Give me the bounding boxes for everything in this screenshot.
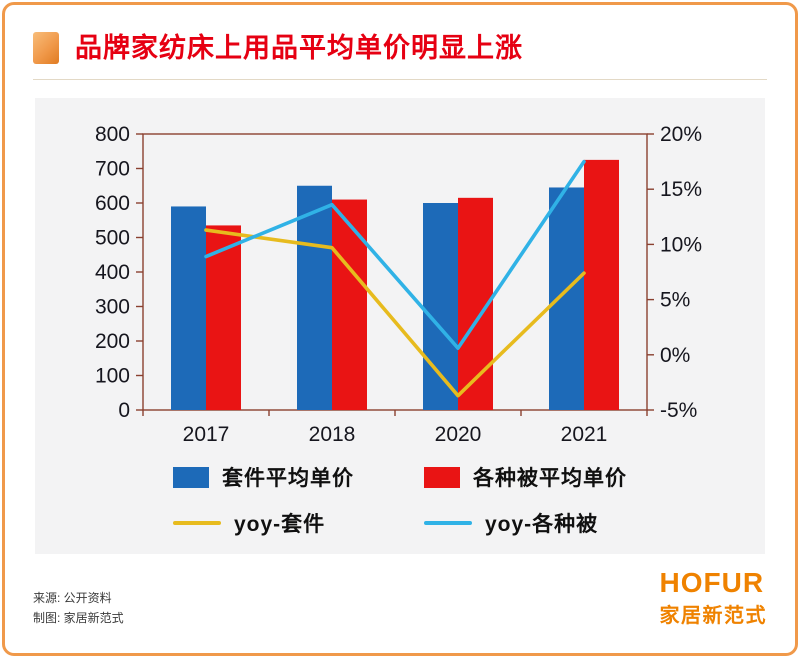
svg-text:5%: 5%	[660, 289, 690, 312]
page-title: 品牌家纺床上用品平均单价明显上涨	[75, 33, 523, 63]
svg-text:2021: 2021	[561, 423, 608, 446]
hofur-logo-text: HOFUR	[659, 567, 765, 598]
legend-swatch-yellow-line	[173, 521, 221, 525]
svg-text:100: 100	[95, 365, 130, 388]
svg-text:600: 600	[95, 192, 130, 215]
hofur-logo-subtext: 家居新范式	[659, 605, 767, 628]
svg-text:200: 200	[95, 330, 130, 353]
footer-source-block: 来源: 公开资料 制图: 家居新范式	[33, 589, 124, 629]
combo-chart: 0 100 200 300 400 500 600 700 800 -5% 0% 5% 10% 15% 20…	[95, 123, 702, 446]
svg-text:300: 300	[95, 296, 130, 319]
svg-text:15%: 15%	[660, 178, 702, 201]
legend-swatch-cyan-line	[424, 521, 472, 525]
footer: 来源: 公开资料 制图: 家居新范式 HOFUR 家居新范式	[5, 554, 795, 628]
legend-swatch-blue-bar	[173, 466, 209, 488]
credit-line: 制图: 家居新范式	[33, 610, 124, 625]
header-divider	[33, 79, 767, 80]
svg-text:400: 400	[95, 261, 130, 284]
source-line: 来源: 公开资料	[33, 590, 112, 605]
legend-label-bar-suite: 套件平均单价	[222, 467, 354, 490]
legend-item-bar-suite: 套件平均单价	[173, 462, 354, 492]
chart-panel: 0 100 200 300 400 500 600 700 800 -5% 0% 5% 10% 15% 20…	[35, 98, 765, 554]
svg-text:2018: 2018	[309, 423, 356, 446]
legend-label-bar-quilt: 各种被平均单价	[473, 467, 627, 490]
svg-text:10%: 10%	[660, 233, 702, 256]
title-bullet-icon	[33, 32, 59, 64]
chart-legend: 套件平均单价 各种被平均单价 yoy-套件 yoy-各种被	[35, 462, 765, 538]
svg-text:0%: 0%	[660, 344, 690, 367]
svg-text:500: 500	[95, 227, 130, 250]
svg-text:0: 0	[118, 399, 130, 422]
legend-swatch-red-bar	[424, 466, 460, 488]
svg-text:800: 800	[95, 123, 130, 146]
svg-text:700: 700	[95, 158, 130, 181]
legend-item-line-quilt: yoy-各种被	[424, 508, 627, 538]
svg-text:2017: 2017	[183, 423, 230, 446]
header: 品牌家纺床上用品平均单价明显上涨	[5, 5, 795, 79]
legend-label-line-suite: yoy-套件	[234, 513, 326, 536]
legend-item-bar-quilt: 各种被平均单价	[424, 462, 627, 492]
svg-text:20%: 20%	[660, 123, 702, 146]
legend-label-line-quilt: yoy-各种被	[485, 513, 599, 536]
svg-text:2020: 2020	[435, 423, 482, 446]
svg-text:-5%: -5%	[660, 399, 697, 422]
brand-logo: HOFUR 家居新范式	[660, 568, 768, 628]
legend-item-line-suite: yoy-套件	[173, 508, 354, 538]
